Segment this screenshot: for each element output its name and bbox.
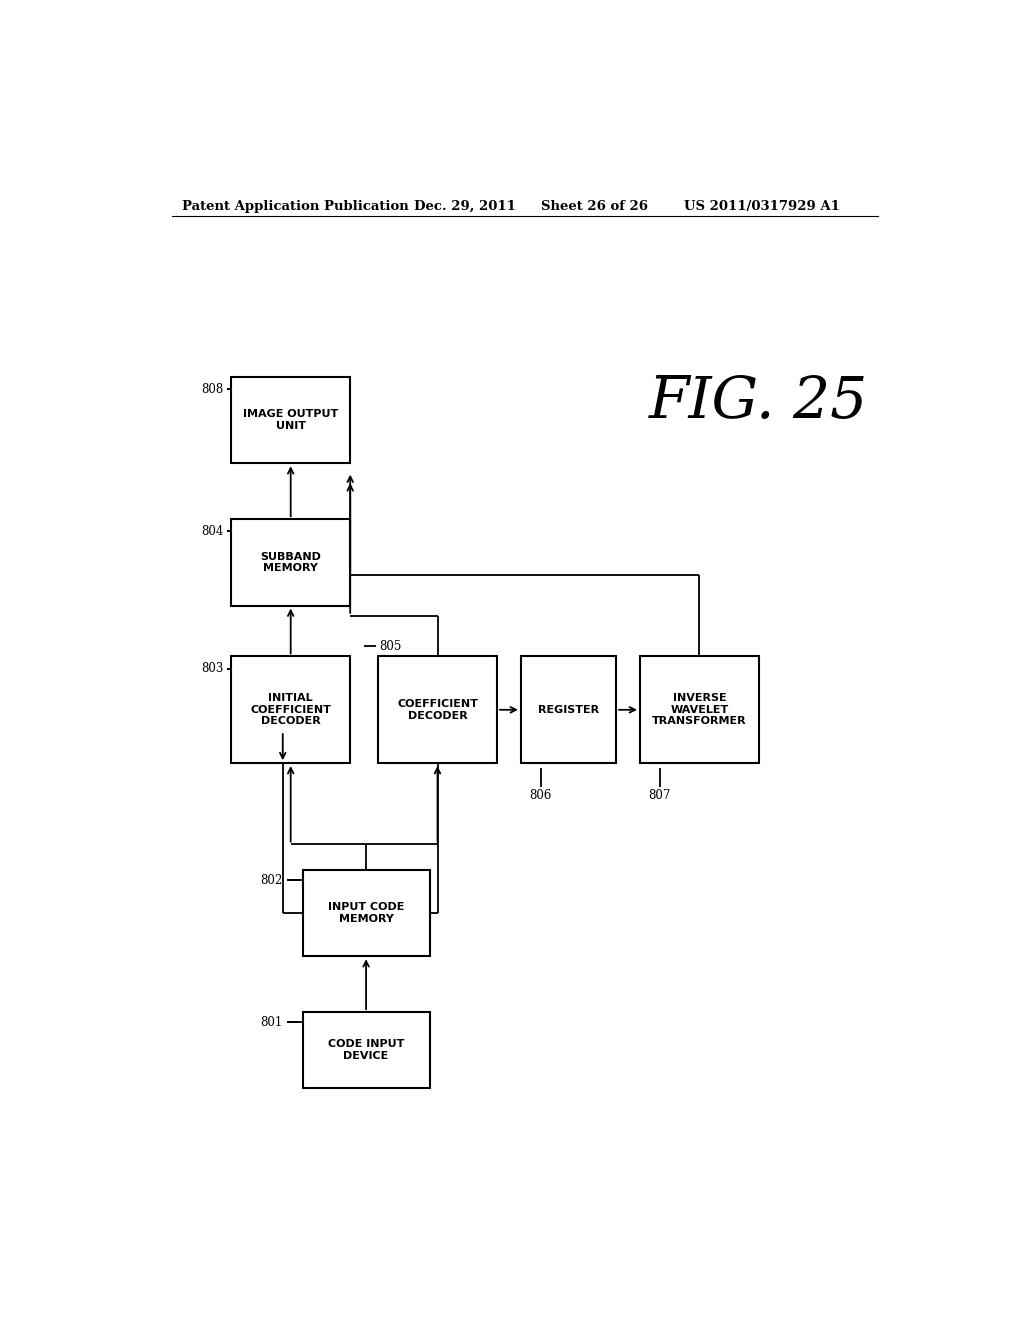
Text: 801: 801: [260, 1016, 283, 1028]
Bar: [231, 378, 350, 463]
Text: INPUT CODE
MEMORY: INPUT CODE MEMORY: [328, 903, 404, 924]
Bar: [303, 870, 430, 956]
Text: Dec. 29, 2011: Dec. 29, 2011: [414, 199, 515, 213]
Text: 803: 803: [201, 663, 223, 675]
Text: Sheet 26 of 26: Sheet 26 of 26: [541, 199, 647, 213]
Text: Patent Application Publication: Patent Application Publication: [182, 199, 409, 213]
Text: 802: 802: [260, 874, 283, 887]
Bar: [231, 656, 350, 763]
Text: 804: 804: [201, 525, 223, 539]
Text: IMAGE OUTPUT
UNIT: IMAGE OUTPUT UNIT: [243, 409, 338, 430]
Text: 806: 806: [528, 788, 551, 801]
Text: CODE INPUT
DEVICE: CODE INPUT DEVICE: [328, 1039, 404, 1061]
Bar: [303, 1012, 430, 1089]
Bar: [231, 519, 350, 606]
Text: SUBBAND
MEMORY: SUBBAND MEMORY: [260, 552, 322, 573]
Text: 805: 805: [380, 640, 402, 653]
Text: 807: 807: [648, 788, 670, 801]
Text: US 2011/0317929 A1: US 2011/0317929 A1: [684, 199, 840, 213]
Text: 808: 808: [201, 383, 223, 396]
Text: INVERSE
WAVELET
TRANSFORMER: INVERSE WAVELET TRANSFORMER: [652, 693, 746, 726]
Text: REGISTER: REGISTER: [538, 705, 599, 715]
Text: COEFFICIENT
DECODER: COEFFICIENT DECODER: [397, 700, 478, 721]
Bar: [378, 656, 497, 763]
Bar: [521, 656, 616, 763]
Bar: [640, 656, 759, 763]
Text: FIG. 25: FIG. 25: [649, 374, 868, 430]
Text: INITIAL
COEFFICIENT
DECODER: INITIAL COEFFICIENT DECODER: [250, 693, 331, 726]
